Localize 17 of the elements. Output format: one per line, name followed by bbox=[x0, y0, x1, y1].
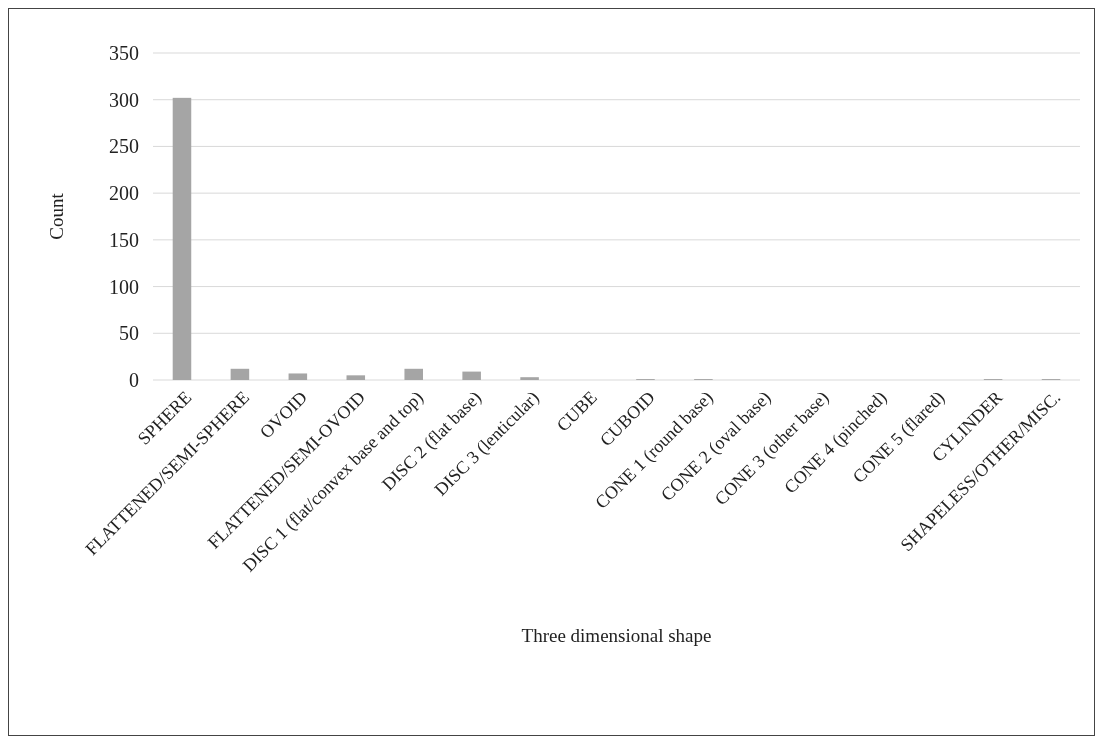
bar bbox=[288, 373, 308, 380]
y-axis-title: Count bbox=[46, 192, 67, 240]
y-tick-label: 350 bbox=[109, 42, 139, 64]
bar bbox=[230, 368, 250, 380]
bar bbox=[404, 368, 423, 380]
y-tick-label: 200 bbox=[109, 182, 139, 205]
y-tick-label: 0 bbox=[129, 369, 139, 391]
y-tick-label: 100 bbox=[109, 275, 139, 298]
bar bbox=[520, 377, 539, 380]
y-tick-label: 300 bbox=[109, 88, 139, 111]
bar bbox=[462, 371, 481, 380]
bar bbox=[172, 97, 192, 380]
y-tick-label: 150 bbox=[109, 228, 139, 251]
bar bbox=[346, 375, 366, 380]
x-axis-title: Three dimensional shape bbox=[521, 625, 712, 646]
y-tick-label: 250 bbox=[109, 135, 139, 158]
y-tick-label: 50 bbox=[119, 322, 139, 345]
